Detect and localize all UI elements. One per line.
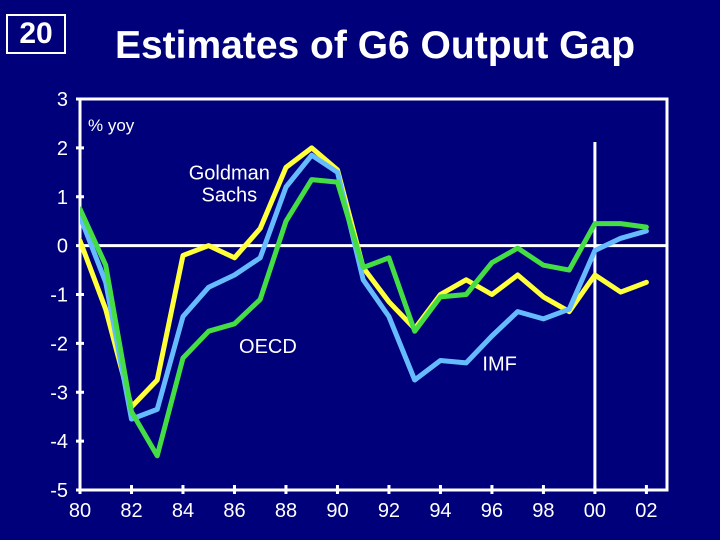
series-label-line: IMF <box>482 353 516 375</box>
y-tick-label: 3 <box>57 89 68 111</box>
series-label-line: Sachs <box>202 185 258 207</box>
x-tick-label: 88 <box>275 500 297 522</box>
series-line-imf <box>80 152 649 422</box>
y-tick-label: -2 <box>50 333 68 355</box>
y-tick-label: -1 <box>50 285 68 307</box>
series-label-line: OECD <box>239 336 297 358</box>
series-line-oecd <box>80 177 649 459</box>
y-tick-label: -5 <box>50 480 68 502</box>
x-tick-label: 94 <box>429 500 451 522</box>
x-tick-label: 80 <box>69 500 91 522</box>
x-tick-label: 98 <box>532 500 554 522</box>
x-tick-label: 92 <box>378 500 400 522</box>
x-tick-label: 96 <box>481 500 503 522</box>
series-label-oecd: OECD <box>239 336 297 358</box>
y-tick-label: -3 <box>50 382 68 404</box>
series-label-line: Goldman <box>189 163 270 185</box>
y-axis-label: % yoy <box>88 116 135 135</box>
x-tick-label: 02 <box>635 500 657 522</box>
x-tick-label: 00 <box>584 500 606 522</box>
slide-number: 20 <box>6 14 66 54</box>
x-tick-label: 90 <box>326 500 348 522</box>
x-tick-label: 84 <box>172 500 194 522</box>
y-tick-label: 1 <box>57 187 68 209</box>
chart-title: Estimates of G6 Output Gap <box>114 24 636 67</box>
x-tick-label: 82 <box>120 500 142 522</box>
y-tick-label: 2 <box>57 138 68 160</box>
series-label-goldman-sachs: Goldman Sachs <box>189 163 270 207</box>
x-tick-label: 86 <box>223 500 245 522</box>
y-tick-label: -4 <box>50 431 68 453</box>
series-label-imf: IMF <box>482 353 516 375</box>
y-tick-label: 0 <box>57 236 68 258</box>
